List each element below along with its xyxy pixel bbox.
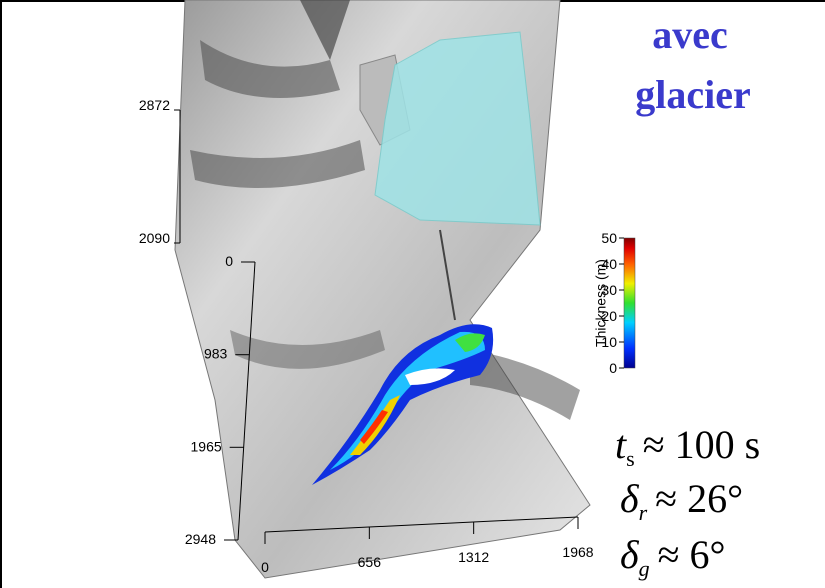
tick-label: 983: [204, 346, 228, 362]
colorbar-tick-label: 10: [601, 334, 617, 350]
subscript: g: [639, 556, 650, 581]
subscript: s: [626, 446, 635, 471]
symbol: δ: [620, 532, 640, 577]
tick-label: 2090: [139, 230, 170, 246]
tick-label: 2872: [139, 97, 170, 113]
colorbar-tick-label: 0: [609, 360, 617, 376]
colorbar-tick-label: 40: [601, 256, 617, 272]
equation: δg ≈ 6°: [620, 532, 726, 581]
colorbar-tick-label: 30: [601, 282, 617, 298]
title-line: avec: [652, 12, 728, 57]
equation-rest: ≈ 100 s: [643, 422, 761, 467]
tick-label: 0: [225, 253, 233, 269]
figure: 20902872098319652948065613121968 Thickne…: [0, 0, 825, 588]
symbol: δ: [620, 476, 640, 521]
colorbar-tick-label: 50: [601, 230, 617, 246]
tick-label: 1312: [458, 549, 489, 565]
equation-rest: ≈ 26°: [655, 476, 743, 521]
equation-rest: ≈ 6°: [658, 532, 726, 577]
tick-label: 1965: [191, 438, 222, 454]
tick-label: 2948: [185, 531, 216, 547]
equation: δr ≈ 26°: [620, 476, 743, 525]
tick-label: 0: [261, 559, 269, 575]
colorbar-tick-label: 20: [601, 308, 617, 324]
tick-label: 656: [358, 554, 382, 570]
colorbar-gradient: [624, 238, 635, 368]
tick-label: 1968: [562, 544, 593, 560]
subscript: r: [639, 500, 648, 525]
title-line: glacier: [635, 72, 751, 117]
